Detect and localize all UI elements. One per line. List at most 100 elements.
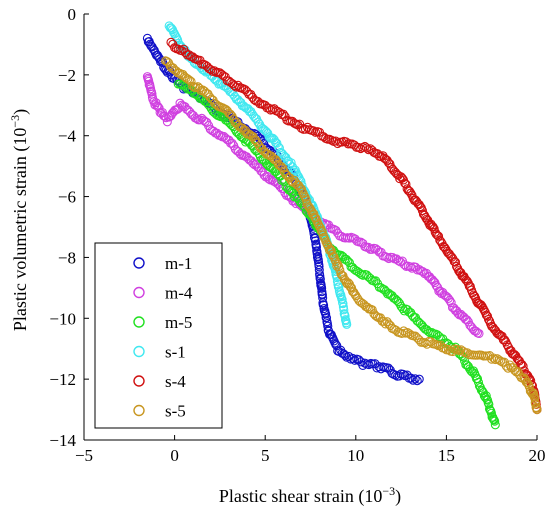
y-tick-label: −6 xyxy=(58,188,76,207)
x-axis-label: Plastic shear strain (10−3) xyxy=(219,484,401,507)
data-point xyxy=(283,190,293,200)
data-point xyxy=(500,335,510,345)
y-tick-label: −14 xyxy=(49,431,76,450)
data-point xyxy=(490,416,500,426)
data-point xyxy=(400,178,410,188)
data-point xyxy=(488,353,499,363)
data-point xyxy=(233,95,243,105)
data-point xyxy=(433,231,444,241)
legend-marker xyxy=(133,257,145,269)
y-tick-label: −12 xyxy=(49,370,76,389)
data-point xyxy=(393,297,403,307)
data-point xyxy=(406,188,416,198)
data-point xyxy=(401,179,411,189)
data-point xyxy=(407,263,417,273)
data-point xyxy=(315,274,325,284)
data-point xyxy=(185,107,195,117)
x-tick-label: 0 xyxy=(170,446,179,465)
data-point xyxy=(225,109,236,119)
series-s-5 xyxy=(160,56,542,415)
legend: m-1 m-4 m-5 s-1 s-4 s-5 xyxy=(94,242,223,429)
data-point xyxy=(308,126,319,136)
data-point xyxy=(380,319,391,329)
data-point xyxy=(476,385,486,395)
data-point xyxy=(487,354,497,364)
data-point xyxy=(474,381,484,391)
legend-marker xyxy=(133,345,145,358)
legend-label: s-5 xyxy=(165,402,186,421)
data-point xyxy=(410,374,420,384)
data-point xyxy=(274,143,284,153)
data-point xyxy=(456,309,466,319)
data-point xyxy=(384,288,394,298)
x-tick-label: 10 xyxy=(347,446,364,465)
data-point xyxy=(379,316,389,326)
data-point xyxy=(488,414,498,424)
data-point xyxy=(480,392,490,402)
data-point xyxy=(339,305,349,315)
data-point xyxy=(304,202,314,212)
data-point xyxy=(496,356,506,366)
data-point xyxy=(474,328,484,339)
legend-marker xyxy=(133,286,145,299)
data-point xyxy=(517,359,527,370)
data-point xyxy=(439,343,450,353)
data-point xyxy=(249,111,259,121)
data-point xyxy=(462,348,472,358)
data-point xyxy=(501,361,511,371)
data-point xyxy=(331,257,341,267)
data-point xyxy=(342,319,352,329)
data-point xyxy=(261,127,272,137)
data-point xyxy=(253,117,263,127)
data-point xyxy=(333,138,343,149)
data-point xyxy=(282,170,292,180)
data-point xyxy=(392,295,402,305)
data-point xyxy=(326,246,336,256)
legend-marker xyxy=(133,316,145,328)
data-point xyxy=(168,63,178,73)
data-point xyxy=(311,242,322,252)
data-point xyxy=(421,212,431,222)
data-point xyxy=(230,92,240,102)
data-point xyxy=(516,372,526,383)
data-point xyxy=(414,317,424,327)
data-point xyxy=(276,162,286,172)
data-point xyxy=(450,257,461,267)
legend-label: s-1 xyxy=(165,343,186,362)
data-point xyxy=(160,111,170,121)
data-point xyxy=(299,191,309,201)
data-point xyxy=(348,353,358,363)
data-point xyxy=(364,359,374,370)
data-point xyxy=(345,282,356,292)
data-point xyxy=(251,136,261,146)
data-point xyxy=(414,374,424,384)
axes: −5 0 5 10 15 20 −14 −12 −10 −8 −6 −4 −2 0 xyxy=(49,5,545,465)
x-tick-label: 15 xyxy=(438,446,455,465)
data-point xyxy=(318,293,328,303)
data-point xyxy=(446,298,456,308)
data-point xyxy=(257,144,267,154)
legend-label: m-1 xyxy=(165,254,192,273)
data-point xyxy=(363,145,374,155)
data-point xyxy=(297,180,307,190)
data-point xyxy=(253,138,263,148)
data-point xyxy=(484,399,494,409)
data-point xyxy=(317,283,327,293)
data-point xyxy=(459,312,469,322)
series-s-1 xyxy=(164,21,352,329)
data-point xyxy=(390,294,400,304)
data-point xyxy=(244,129,254,139)
y-tick-label: −4 xyxy=(58,127,77,146)
data-point xyxy=(343,278,353,288)
data-point xyxy=(350,355,360,365)
y-tick-label: −10 xyxy=(49,309,76,328)
data-point xyxy=(462,276,472,286)
data-point xyxy=(362,143,372,153)
data-point xyxy=(490,420,500,430)
legend-label: m-4 xyxy=(165,284,193,303)
data-point xyxy=(384,158,394,168)
data-point xyxy=(259,146,269,156)
data-point xyxy=(230,144,240,154)
data-point xyxy=(330,338,340,348)
data-point xyxy=(471,326,481,336)
